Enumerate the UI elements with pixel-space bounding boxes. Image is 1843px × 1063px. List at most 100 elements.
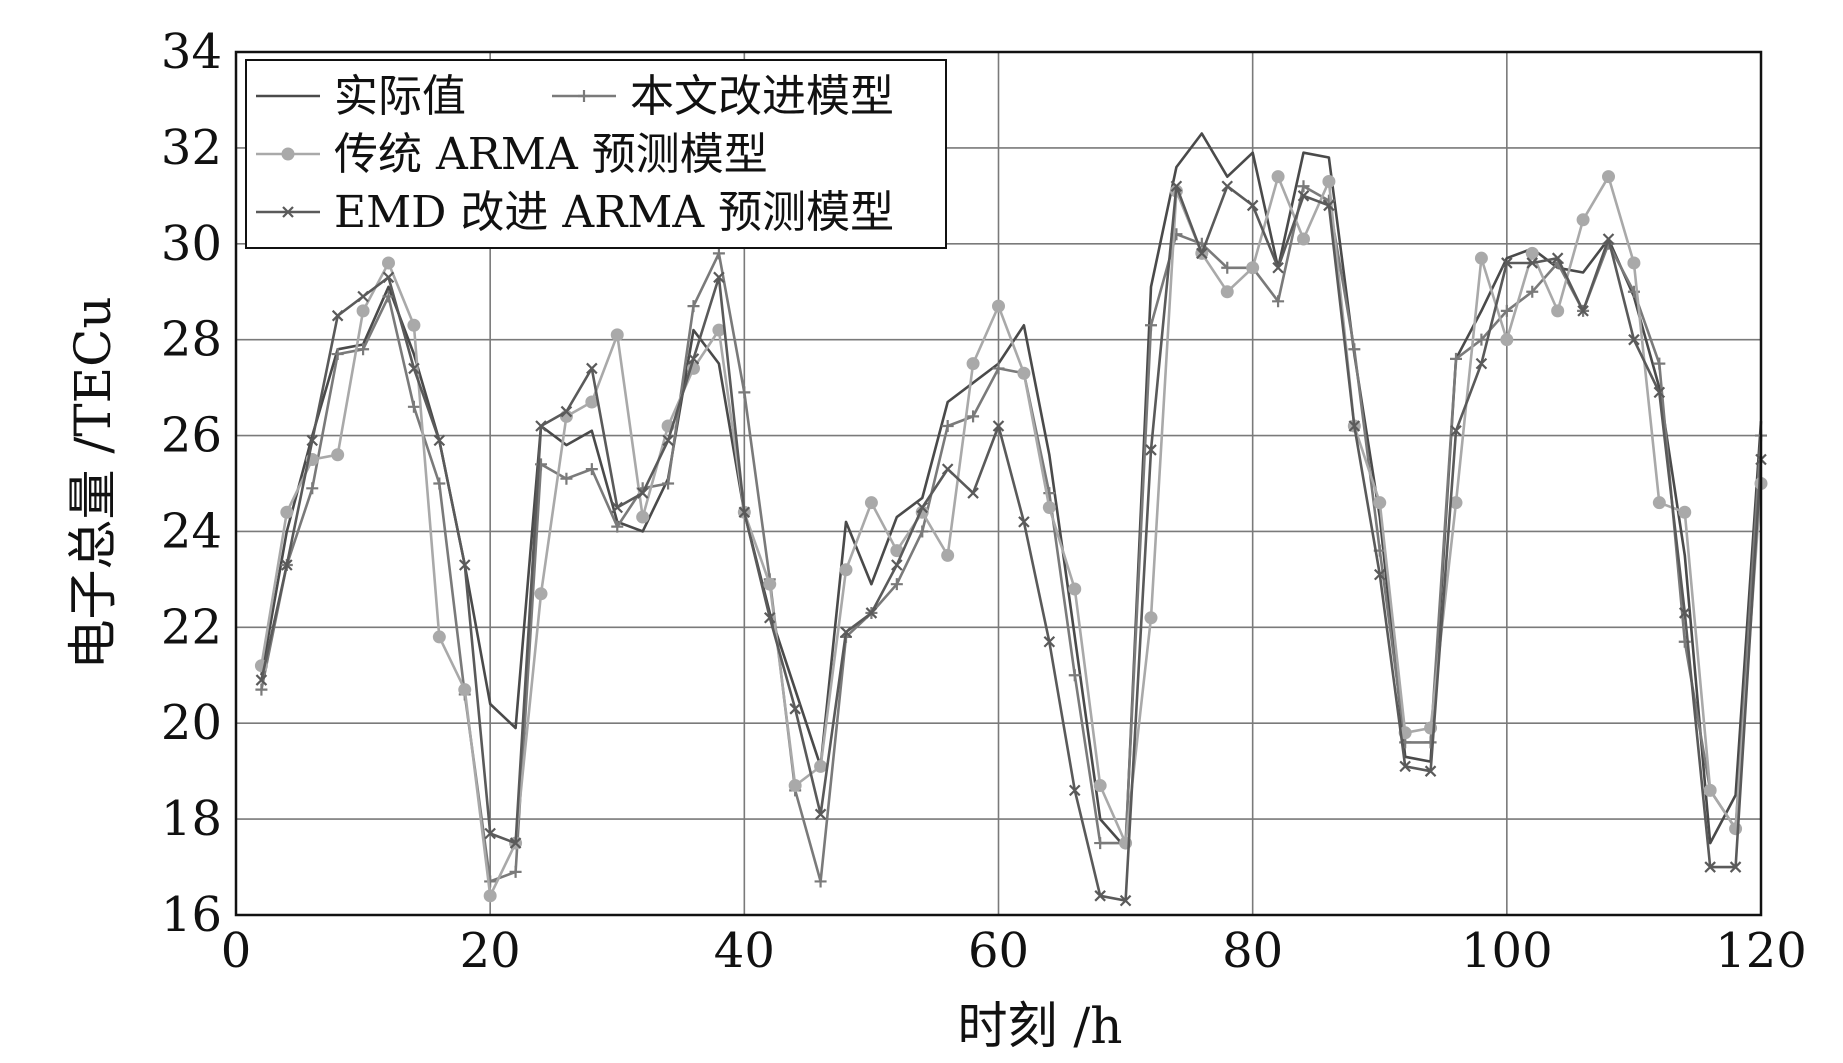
data-point [662,434,674,447]
x-tick-label: 100 [1461,923,1553,979]
data-point [1145,444,1157,456]
data-point [1602,233,1615,245]
data-point [916,525,929,538]
data-point [433,477,446,490]
series-0 [260,132,1763,850]
data-point [763,577,777,591]
data-point [255,674,268,686]
data-point [992,420,1005,432]
data-point [1474,251,1488,265]
series-line-2 [260,175,1763,898]
data-point [789,703,801,715]
data-point [1703,783,1717,797]
data-point [382,256,395,270]
y-tick-label: 26 [161,408,222,464]
y-tick-labels: 16 18 20 22 24 26 28 30 32 34 [161,24,222,943]
data-point [509,837,522,849]
data-point [484,827,496,840]
data-point [916,501,929,514]
data-point [1323,199,1335,212]
legend-label: 实际值 [334,71,466,122]
legend-marker [578,90,590,102]
data-point [1220,285,1234,299]
series-line-3 [260,184,1763,902]
data-point [1424,765,1437,777]
data-point [864,496,878,510]
data-point [535,420,547,432]
data-point [763,611,776,624]
data-point [636,510,650,524]
data-point [839,563,853,577]
data-point [331,309,344,322]
data-point [1501,257,1513,269]
data-point [306,434,319,447]
y-tick-label: 22 [161,599,222,655]
x-tick-label: 80 [1222,923,1283,979]
data-point [585,463,598,476]
data-point [992,299,1005,313]
data-point [1475,333,1488,346]
data-point [712,247,725,260]
data-point [1500,333,1514,347]
data-point [1652,496,1666,510]
data-point [331,448,345,462]
series-layer [254,132,1768,907]
data-point [1526,285,1539,298]
legend-label: EMD 改进 ARMA 预测模型 [334,187,894,238]
data-point [992,362,1005,375]
y-tick-label: 34 [161,24,222,80]
legend-entry: EMD 改进 ARMA 预测模型 [256,187,894,238]
legend-entry: 传统 ARMA 预测模型 [256,129,768,180]
data-point [1348,420,1361,432]
data-point [1145,319,1157,332]
data-point [610,328,624,342]
data-point [1042,500,1056,514]
data-point [586,362,598,375]
data-point [1678,607,1691,619]
data-point [1068,582,1082,596]
x-tick-label: 120 [1715,923,1807,979]
data-point [1119,894,1132,907]
data-point [814,759,828,773]
x-tick-labels: 0 20 40 60 80 100 120 [221,923,1807,979]
data-point [865,607,878,619]
data-point [1246,199,1259,212]
data-point [738,386,751,399]
data-point [1729,861,1742,873]
data-point [1271,170,1285,184]
data-point [1373,496,1387,510]
x-axis-label: 时刻 /h [958,997,1123,1055]
data-point [1322,174,1336,188]
data-point [941,463,954,475]
data-point [967,487,979,499]
series-3 [255,180,1767,907]
data-point [407,400,420,413]
data-point [891,559,903,571]
data-point [687,353,700,365]
legend-marker [282,206,294,218]
legend-label: 传统 ARMA 预测模型 [334,129,768,180]
data-point [611,520,624,533]
data-point [788,779,802,793]
data-point [1500,304,1513,317]
data-point [1093,779,1107,793]
data-point [560,405,573,418]
data-point [483,889,497,903]
data-point [433,434,446,447]
data-point [382,271,395,284]
data-point [1297,232,1310,246]
series-line-0 [260,132,1763,850]
legend-box [245,59,947,249]
series-1 [255,180,1767,888]
data-point [1627,256,1641,270]
data-point [687,300,700,313]
legend-entry: 本文改进模型 [552,71,894,122]
data-point [534,587,548,601]
data-point [1475,357,1488,370]
data-point [1018,516,1030,528]
y-tick-label: 16 [161,887,222,943]
legend-label: 本文改进模型 [630,71,894,122]
data-point [1017,366,1031,380]
data-point [1272,295,1285,308]
